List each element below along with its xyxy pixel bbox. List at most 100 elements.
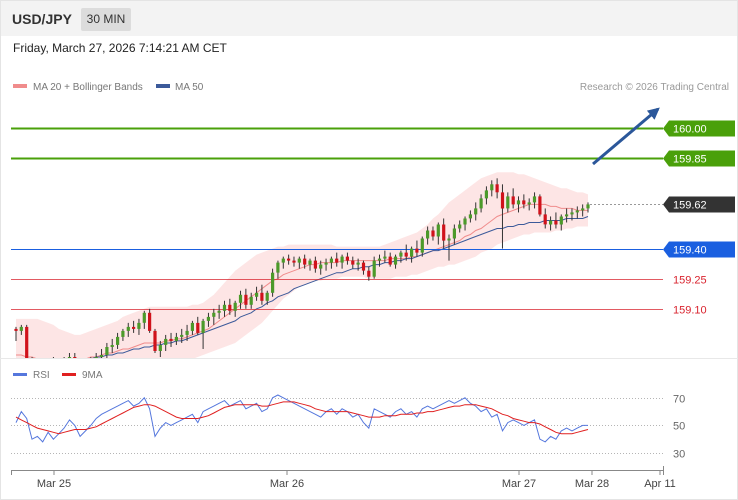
legend-label-ma50: MA 50	[175, 82, 204, 93]
candle-body	[495, 184, 499, 193]
rsi-line	[15, 394, 588, 443]
legend-swatch-rsi	[13, 373, 27, 376]
candle-body	[367, 270, 371, 277]
candle-body	[549, 220, 553, 225]
level-label-159-40: 159.40	[673, 245, 707, 257]
candle-body	[233, 302, 237, 311]
candle-body	[340, 256, 344, 263]
legend-swatch-ma50	[156, 84, 170, 88]
candle-body	[554, 220, 558, 225]
level-tag-159-40	[663, 241, 735, 258]
candle-body	[527, 202, 531, 205]
candle-body	[458, 224, 462, 229]
rsi-ma-line	[15, 401, 589, 435]
candle-body	[169, 338, 173, 341]
candle-body	[73, 357, 77, 358]
candle-body	[249, 296, 253, 305]
candle-body	[25, 326, 29, 358]
x-tick-label: Mar 27	[502, 478, 536, 490]
legend-label-9ma: 9MA	[82, 370, 103, 381]
candle-body	[452, 228, 456, 239]
x-tick-label: Apr 11	[644, 478, 676, 490]
candle-body	[137, 322, 141, 329]
x-tick-label: Mar 26	[270, 478, 304, 490]
candle-body	[292, 260, 296, 263]
candle-body	[351, 260, 355, 265]
candle-body	[180, 334, 184, 337]
candle-body	[410, 248, 414, 257]
candle-body	[345, 256, 349, 261]
candle-body	[14, 328, 18, 331]
top-bar: USD/JPY 30 MIN	[1, 1, 737, 36]
rsi-legend: RSI 9MA	[13, 370, 103, 381]
level-tag-159-85	[663, 150, 735, 167]
candle-body	[399, 252, 403, 257]
candle-body	[516, 200, 521, 205]
timestamp: Friday, March 27, 2026 7:14:21 AM CET	[13, 41, 227, 55]
candle-body	[153, 330, 157, 351]
candle-body	[447, 238, 451, 241]
candle-body	[415, 248, 419, 253]
panel-separator	[0, 358, 738, 359]
candle-body	[324, 262, 328, 265]
candle-body	[532, 196, 537, 203]
candle-body	[442, 224, 446, 241]
candle-body	[565, 214, 569, 217]
legend-label-ma20: MA 20 + Bollinger Bands	[33, 82, 143, 93]
level-label-159-85: 159.85	[673, 154, 707, 166]
candle-body	[201, 320, 205, 333]
candle-body	[217, 310, 221, 313]
candle-body	[126, 326, 130, 331]
candle-body	[500, 192, 505, 209]
price-chart: MA 20 + Bollinger Bands MA 50 Research ©…	[11, 82, 735, 358]
candle-body	[228, 304, 232, 311]
candle-body	[570, 212, 574, 215]
candle-body	[116, 336, 120, 345]
candle-body	[484, 190, 488, 199]
x-axis: Mar 25 Mar 26 Mar 27 Mar 28 Apr 11	[11, 466, 676, 490]
candle-body	[196, 322, 200, 333]
candle-body	[474, 208, 478, 215]
x-tick-label: Mar 25	[37, 478, 71, 490]
moving-averages	[16, 203, 589, 358]
candle-body	[110, 345, 114, 347]
candle-body	[490, 184, 494, 191]
candle-body	[511, 196, 515, 205]
candle-body	[206, 316, 210, 321]
candle-body	[356, 262, 360, 265]
rsi-lines	[15, 394, 589, 443]
candle-body	[174, 336, 178, 341]
level-tag-159-62	[663, 196, 735, 213]
candle-body	[142, 312, 146, 323]
candle-body	[319, 264, 323, 269]
candlesticks	[14, 178, 590, 358]
credit-text: Research © 2026 Trading Central	[580, 82, 729, 93]
candle-body	[383, 256, 387, 259]
candle-body	[335, 258, 339, 263]
candle-body	[538, 196, 542, 215]
candle-body	[121, 330, 125, 337]
level-label-159-25: 159.25	[673, 275, 707, 287]
legend-swatch-ma20	[13, 84, 27, 88]
candle-body	[244, 294, 248, 305]
price-legend: MA 20 + Bollinger Bands MA 50	[13, 82, 204, 93]
projection-arrow	[592, 107, 660, 166]
timeframe-button[interactable]: 30 MIN	[81, 8, 131, 31]
candle-body	[329, 258, 333, 263]
rsi-tick-label-70: 70	[673, 394, 685, 406]
rsi-chart: RSI 9MA 70 50 30 Mar 25 Mar 26 Mar 27 Mar 28 A…	[11, 370, 685, 490]
candle-body	[281, 258, 285, 263]
candle-body	[148, 312, 152, 331]
rsi-grid: 70 50 30	[11, 394, 685, 461]
candle-body	[426, 230, 430, 239]
candle-body	[265, 292, 269, 301]
candle-body	[185, 330, 189, 335]
legend-label-rsi: RSI	[33, 370, 50, 381]
candle-body	[404, 252, 408, 257]
candle-body	[506, 196, 510, 209]
candle-body	[420, 238, 424, 253]
bollinger-band-area	[16, 172, 588, 358]
candle-body	[431, 230, 435, 237]
bollinger-bands	[16, 172, 588, 358]
candle-body	[468, 214, 472, 219]
